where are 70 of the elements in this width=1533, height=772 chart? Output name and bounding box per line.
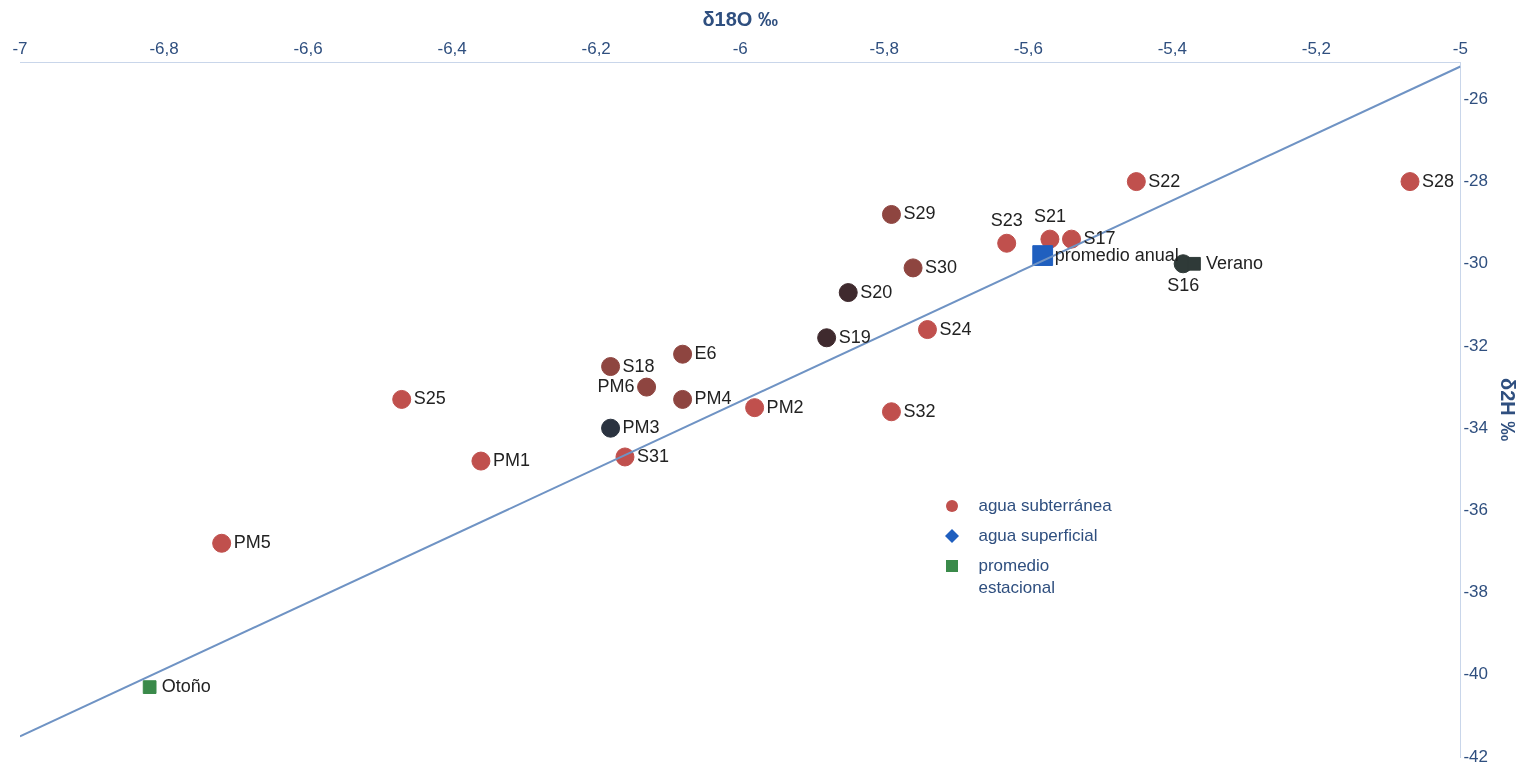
annotation: S18 <box>622 355 655 376</box>
x-tick-label: -6,2 <box>581 38 611 58</box>
y-tick-label: -30 <box>1463 253 1489 273</box>
y-tick-label: -28 <box>1463 171 1489 191</box>
x-tick-label: -6,4 <box>437 38 467 58</box>
y-tick-label: -26 <box>1463 89 1489 109</box>
annotation: S21 <box>1033 206 1066 227</box>
annotation: S31 <box>636 445 670 466</box>
x-tick-label: -5,6 <box>1013 38 1043 58</box>
y-tick-label: -32 <box>1463 335 1489 355</box>
annotation: PM4 <box>694 388 732 409</box>
point <box>1040 229 1060 249</box>
annotation: S30 <box>925 256 958 277</box>
point <box>637 377 657 397</box>
point <box>673 389 693 409</box>
x-tick-label: -5 <box>1452 38 1468 58</box>
point <box>1062 229 1082 249</box>
point <box>903 258 923 278</box>
annotation: S20 <box>860 281 893 302</box>
x-tick-label: -6 <box>732 38 748 58</box>
annotation: PM3 <box>622 417 660 438</box>
annotation: S28 <box>1422 170 1455 191</box>
point <box>673 344 693 364</box>
point <box>881 204 901 224</box>
point <box>917 320 937 340</box>
point <box>1126 172 1146 192</box>
y-tick-label: -34 <box>1463 417 1489 437</box>
annotation: S16 <box>1167 274 1200 295</box>
point <box>1187 256 1201 271</box>
annotation: PM6 <box>597 376 635 397</box>
y-tick-label: -42 <box>1463 746 1489 766</box>
point <box>745 398 765 418</box>
point <box>817 328 837 348</box>
y-tick-label: -40 <box>1463 664 1489 684</box>
y-tick-label: -38 <box>1463 582 1489 602</box>
x-tick-label: -6,8 <box>149 38 179 58</box>
annotation: S32 <box>903 400 936 421</box>
annotation: S25 <box>413 388 446 409</box>
annotation: Otoño <box>161 676 211 697</box>
legend-label: agua subterránea <box>978 495 1112 517</box>
point <box>601 357 621 377</box>
x-tick-label: -5,8 <box>869 38 899 58</box>
annotation: PM1 <box>492 450 530 471</box>
point <box>997 233 1017 253</box>
annotation: PM2 <box>766 396 804 417</box>
x-tick-label: -6,6 <box>293 38 323 58</box>
annotation: Verano <box>1205 252 1264 273</box>
y-axis-title: δ2H ‰ <box>1497 378 1520 442</box>
point <box>1400 172 1420 192</box>
annotation: S19 <box>838 326 871 347</box>
annotation: E6 <box>694 343 717 364</box>
legend-label: agua superficial <box>978 525 1098 547</box>
point <box>142 680 157 694</box>
annotation: S23 <box>990 210 1023 231</box>
annotation: S29 <box>903 203 936 224</box>
point <box>392 389 412 409</box>
x-tick-label: -5,2 <box>1301 38 1332 58</box>
x-tick-label: -7 <box>12 38 28 58</box>
annotation: S24 <box>939 318 972 339</box>
annotation: S22 <box>1148 170 1181 191</box>
point <box>838 283 858 303</box>
legend-label: promedio estacional <box>978 555 1056 599</box>
x-tick-label: -5,4 <box>1157 38 1187 58</box>
x-axis-title: δ18O ‰ <box>702 7 778 30</box>
point <box>881 402 901 422</box>
point <box>471 451 491 471</box>
y-tick-label: -36 <box>1463 500 1489 520</box>
annotation: PM5 <box>233 532 271 553</box>
point <box>601 418 621 438</box>
point <box>212 533 232 553</box>
